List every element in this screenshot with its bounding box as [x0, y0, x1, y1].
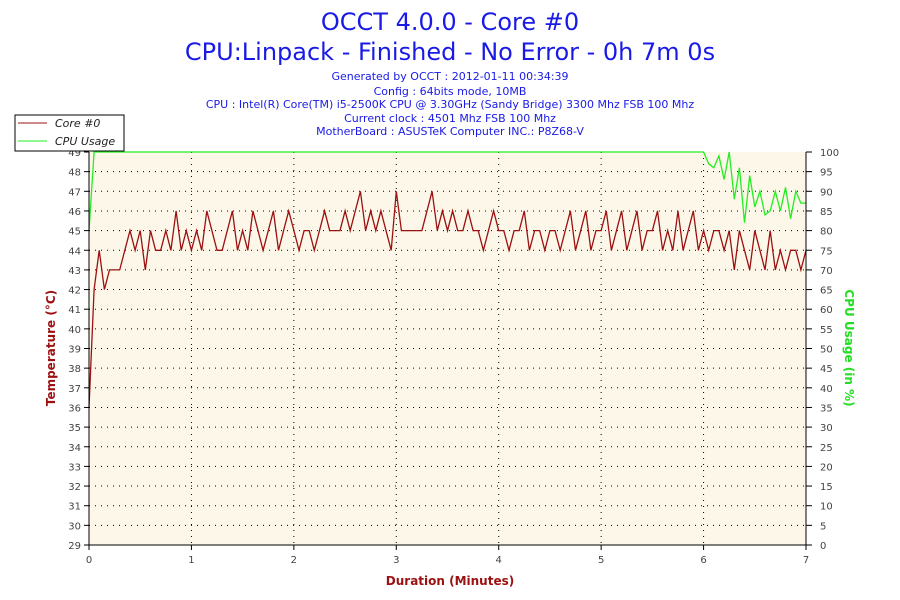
info-cpu: CPU : Intel(R) Core(TM) i5-2500K CPU @ 3… [206, 98, 694, 111]
y2-tick-label: 35 [820, 403, 833, 414]
y-tick-label: 31 [68, 502, 81, 513]
y-tick-label: 32 [68, 482, 81, 493]
y2-tick-label: 90 [820, 187, 833, 198]
y-tick-label: 39 [68, 345, 81, 356]
y-tick-label: 46 [68, 207, 81, 218]
y2-tick-label: 15 [820, 482, 833, 493]
y-tick-label: 41 [68, 305, 81, 316]
info-clock: Current clock : 4501 Mhz FSB 100 Mhz [344, 112, 556, 125]
y-tick-label: 43 [68, 266, 81, 277]
y2-tick-label: 55 [820, 325, 833, 336]
y-tick-label: 29 [68, 541, 81, 552]
y2-tick-label: 60 [820, 305, 833, 316]
series-lines [88, 151, 807, 408]
series-cpu-usage [88, 151, 806, 231]
x-tick-label: 4 [496, 555, 502, 566]
x-tick-label: 6 [700, 555, 706, 566]
y2-axis-label: CPU Usage (in %) [842, 289, 856, 406]
y-tick-label: 48 [68, 168, 81, 179]
y-tick-label: 30 [68, 521, 81, 532]
y2-tick-label: 70 [820, 266, 833, 277]
y2-tick-label: 10 [820, 502, 833, 513]
series-core-0 [88, 191, 807, 408]
y2-tick-label: 25 [820, 443, 833, 454]
y-tick-label: 34 [68, 443, 81, 454]
y2-tick-label: 100 [820, 148, 839, 159]
y2-tick-label: 85 [820, 207, 833, 218]
x-tick-label: 3 [393, 555, 399, 566]
x-tick-label: 7 [803, 555, 809, 566]
y-tick-label: 47 [68, 187, 81, 198]
legend: Core #0 CPU Usage [14, 114, 125, 152]
y2-tick-label: 20 [820, 462, 833, 473]
y-tick-label: 35 [68, 423, 81, 434]
legend-label-cpu: CPU Usage [55, 135, 115, 148]
chart-title: OCCT 4.0.0 - Core #0 [321, 8, 579, 36]
axes: 2930313233343536373839404142434445464748… [68, 148, 839, 566]
x-tick-label: 0 [86, 555, 92, 566]
legend-box [14, 114, 125, 152]
y2-tick-label: 5 [820, 521, 826, 532]
y-tick-label: 44 [68, 246, 81, 257]
y-axis-label: Temperature (°C) [44, 290, 58, 406]
y2-tick-label: 50 [820, 345, 833, 356]
y2-tick-label: 40 [820, 384, 833, 395]
y-tick-label: 40 [68, 325, 81, 336]
info-generated: Generated by OCCT : 2012-01-11 00:34:39 [331, 70, 568, 83]
y-tick-label: 37 [68, 384, 81, 395]
y-tick-label: 36 [68, 403, 81, 414]
info-config: Config : 64bits mode, 10MB [374, 85, 527, 98]
y-tick-label: 45 [68, 227, 81, 238]
y2-tick-label: 45 [820, 364, 833, 375]
info-motherboard: MotherBoard : ASUSTeK Computer INC.: P8Z… [316, 125, 584, 138]
y2-tick-label: 75 [820, 246, 833, 257]
x-tick-label: 2 [291, 555, 297, 566]
legend-label-core: Core #0 [55, 117, 100, 130]
x-tick-label: 1 [188, 555, 194, 566]
y2-tick-label: 95 [820, 168, 833, 179]
y-tick-label: 42 [68, 286, 81, 297]
y-tick-label: 38 [68, 364, 81, 375]
y-tick-label: 49 [68, 148, 81, 159]
x-tick-label: 5 [598, 555, 604, 566]
plot-area [89, 152, 806, 545]
chart-subtitle: CPU:Linpack - Finished - No Error - 0h 7… [185, 38, 715, 66]
y-tick-label: 33 [68, 462, 81, 473]
x-axis-label: Duration (Minutes) [386, 574, 514, 588]
y2-tick-label: 0 [820, 541, 826, 552]
y2-tick-label: 65 [820, 286, 833, 297]
y2-tick-label: 80 [820, 227, 833, 238]
y2-tick-label: 30 [820, 423, 833, 434]
